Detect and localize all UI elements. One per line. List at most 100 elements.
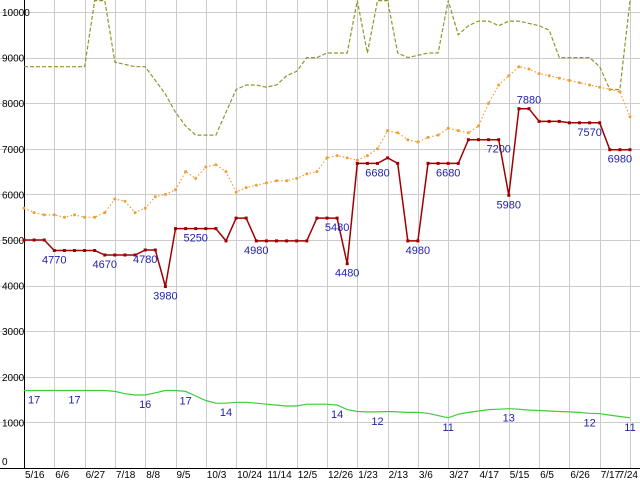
average-price-marker	[355, 158, 359, 162]
average-price-marker	[103, 211, 107, 215]
average-price-marker	[396, 131, 400, 135]
store-count-label: 12	[371, 416, 383, 428]
lowest-price-marker	[184, 227, 188, 231]
x-axis-tick-label: 7/17	[601, 470, 621, 480]
x-axis-tick-label: 5/16	[25, 470, 45, 480]
price-point-label: 4480	[335, 268, 359, 280]
average-price-marker	[608, 88, 612, 91]
average-price-marker	[578, 81, 581, 85]
x-axis-tick-label: 3/6	[419, 470, 433, 480]
x-axis-tick-label: 10/24	[237, 470, 262, 480]
average-price-marker	[113, 197, 117, 201]
average-price-marker	[466, 131, 470, 135]
y-axis-tick-label: 2000	[2, 373, 25, 384]
highest-price-line	[24, 0, 631, 136]
lowest-price-marker	[285, 239, 289, 243]
average-price-marker	[123, 199, 127, 203]
price-point-label: 7880	[517, 95, 541, 107]
lowest-price-marker	[355, 161, 359, 165]
store-count-labels: 17 17 16 17 14 14 12 11 13 12 11	[28, 395, 636, 434]
series-highest-price	[24, 0, 631, 136]
average-price-marker	[557, 76, 561, 80]
lowest-price-marker	[608, 148, 612, 152]
average-price-marker	[426, 135, 430, 139]
average-price-marker	[335, 154, 339, 158]
average-price-marker	[315, 170, 319, 174]
lowest-price-marker	[153, 248, 157, 252]
lowest-price-marker	[194, 227, 198, 231]
x-axis-labels: 5/16 6/6 6/27 7/18 8/8 9/5 10/3 10/24 11/14 12/5 1…	[25, 470, 638, 480]
y-axis-tick-label: 7000	[2, 145, 25, 156]
lowest-price-marker	[113, 253, 117, 257]
average-price-marker	[507, 74, 511, 78]
average-price-marker	[234, 190, 238, 194]
price-point-label: 5480	[325, 222, 349, 234]
store-count-label: 17	[179, 395, 191, 407]
y-axis-tick-label: 9000	[2, 54, 25, 65]
store-count-label: 17	[68, 395, 80, 407]
lowest-price-marker	[254, 239, 258, 243]
average-price-marker	[446, 126, 450, 130]
lowest-price-marker	[426, 161, 430, 165]
average-price-marker	[143, 206, 147, 210]
lowest-price-marker	[517, 107, 521, 111]
average-price-marker	[133, 211, 137, 215]
lowest-price-marker	[527, 107, 531, 111]
average-price-marker	[376, 147, 379, 151]
y-axis-tick-label: 4000	[2, 282, 25, 293]
x-axis-tick-label: 6/6	[55, 470, 69, 480]
lowest-price-marker	[103, 253, 107, 257]
lowest-price-marker	[123, 253, 127, 257]
lowest-price-marker	[32, 238, 36, 242]
average-price-marker	[285, 179, 289, 183]
lowest-price-marker	[365, 161, 369, 165]
average-price-marker	[42, 213, 46, 217]
lowest-price-marker	[507, 193, 511, 197]
price-point-labels: 4770 4670 4780 3980 5250 4980 5480 4480 6680 4980…	[42, 95, 632, 303]
y-axis-tick-label: 6000	[2, 190, 25, 201]
lowest-price-marker	[345, 262, 349, 266]
average-price-marker	[52, 213, 56, 217]
x-axis-tick-label: 12/26	[328, 470, 353, 480]
price-point-label: 7570	[577, 127, 601, 139]
x-axis-tick-label: 7/24	[619, 470, 639, 480]
average-price-marker	[93, 215, 97, 219]
price-point-label: 6680	[436, 167, 460, 179]
average-price-marker	[547, 74, 551, 78]
average-price-marker	[406, 138, 410, 142]
x-axis-tick-label: 5/15	[510, 470, 530, 480]
average-price-marker	[598, 85, 602, 89]
price-point-label: 5980	[497, 199, 521, 211]
series-store-count	[24, 389, 631, 419]
lowest-price-marker	[477, 138, 480, 142]
lowest-price-marker	[618, 148, 622, 152]
lowest-price-marker	[73, 249, 76, 252]
lowest-price-marker	[42, 238, 46, 242]
lowest-price-marker	[547, 119, 551, 123]
average-price-marker	[517, 65, 521, 69]
average-price-marker	[305, 172, 309, 176]
lowest-price-marker	[305, 239, 309, 243]
lowest-price-marker	[406, 239, 410, 243]
lowest-price-marker	[456, 161, 460, 165]
average-price-marker	[204, 165, 208, 169]
lowest-price-marker	[446, 161, 450, 165]
y-axis-tick-label: 5000	[2, 236, 25, 247]
lowest-price-marker	[204, 227, 208, 231]
x-axis-tick-label: 9/5	[177, 470, 191, 480]
average-price-marker	[537, 72, 541, 76]
lowest-price-marker	[244, 216, 248, 220]
lowest-price-marker	[224, 239, 228, 243]
lowest-price-marker	[52, 249, 56, 252]
x-axis-tick-label: 6/26	[570, 470, 590, 480]
average-price-marker	[32, 211, 36, 215]
average-price-marker	[487, 101, 491, 105]
lowest-price-marker	[598, 121, 602, 125]
lowest-price-marker	[557, 119, 561, 123]
y-axis-tick-label: 3000	[2, 327, 25, 338]
x-axis-tick-label: 8/8	[146, 470, 160, 480]
average-price-marker	[224, 170, 228, 174]
